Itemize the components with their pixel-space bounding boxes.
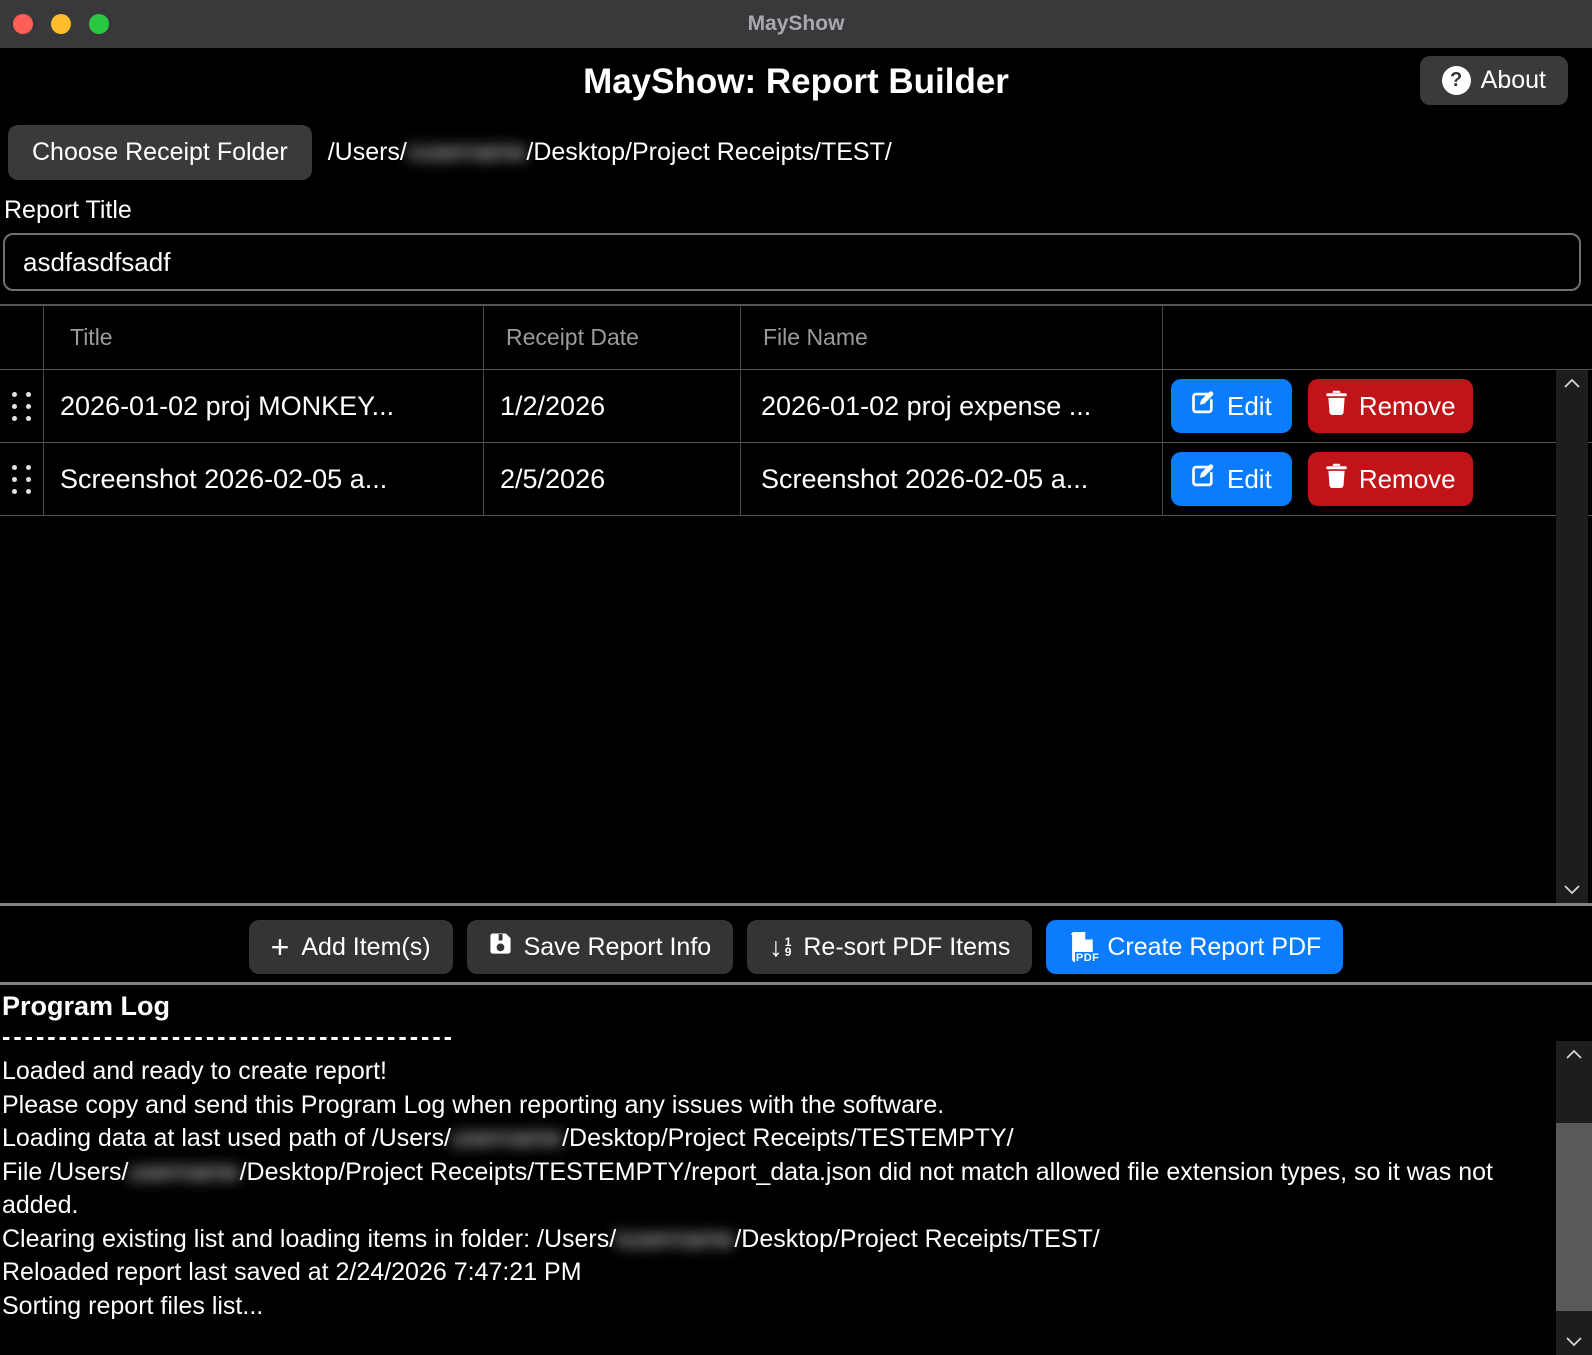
- edit-button[interactable]: Edit: [1171, 379, 1292, 433]
- program-log-title: Program Log: [2, 991, 171, 1021]
- scroll-up-icon[interactable]: [1565, 1041, 1583, 1068]
- edit-button-label: Edit: [1227, 390, 1272, 421]
- trash-icon: [1325, 390, 1348, 422]
- sort-digits: 1 9: [784, 935, 792, 959]
- pencil-square-icon: [1191, 463, 1216, 495]
- folder-path-prefix: /Users/: [327, 137, 407, 166]
- receipt-folder-path: /Users/rusername/Desktop/Project Receipt…: [328, 138, 892, 167]
- about-button-label: About: [1480, 66, 1546, 94]
- log-line: Loaded and ready to create report!: [2, 1055, 1548, 1089]
- choose-receipt-folder-button[interactable]: Choose Receipt Folder: [8, 124, 312, 180]
- traffic-lights: [13, 0, 109, 48]
- log-line: Clearing existing list and loading items…: [2, 1223, 1548, 1257]
- row-actions-cell: Edit Remove: [1163, 443, 1592, 516]
- app-header: MayShow: Report Builder ? About: [0, 48, 1592, 118]
- log-line: Loading data at last used path of /Users…: [2, 1122, 1548, 1156]
- table-grid: Title Receipt Date File Name 2026-01-02 …: [0, 306, 1592, 516]
- floppy-save-icon: [489, 932, 512, 962]
- column-header-actions: [1163, 306, 1592, 370]
- add-items-button[interactable]: + Add Item(s): [248, 920, 453, 974]
- log-line: Please copy and send this Program Log wh…: [2, 1089, 1548, 1123]
- remove-button[interactable]: Remove: [1307, 379, 1473, 433]
- folder-row: Choose Receipt Folder /Users/rusername/D…: [8, 124, 1592, 180]
- table-row: [0, 370, 44, 443]
- create-report-pdf-label: Create Report PDF: [1107, 932, 1322, 961]
- log-text: Loading data at last used path of /Users…: [2, 1124, 451, 1152]
- row-receipt-date-cell: 2/5/2026: [484, 443, 741, 516]
- arrow-down-glyph: ↓: [769, 931, 783, 962]
- plus-icon: +: [270, 929, 290, 965]
- remove-button-label: Remove: [1358, 463, 1456, 494]
- about-button[interactable]: ? About: [1419, 56, 1568, 105]
- log-redacted-username: username: [450, 1124, 563, 1152]
- resort-pdf-items-button[interactable]: ↓ 1 9 Re-sort PDF Items: [747, 920, 1033, 974]
- close-window-button[interactable]: [13, 14, 33, 34]
- drag-handle-icon[interactable]: [12, 464, 31, 494]
- pdf-badge-label: PDF: [1074, 952, 1101, 964]
- column-header-file-name: File Name: [741, 306, 1163, 370]
- row-file-name-cell: 2026-01-02 proj expense ...: [741, 370, 1163, 443]
- trash-icon: [1325, 463, 1348, 495]
- sort-numeric-down-icon: ↓ 1 9: [769, 932, 791, 963]
- save-report-info-button[interactable]: Save Report Info: [466, 920, 734, 974]
- scroll-down-icon[interactable]: [1565, 1328, 1583, 1355]
- column-header-receipt-date: Receipt Date: [484, 306, 741, 370]
- row-title-cell: Screenshot 2026-02-05 a...: [44, 443, 484, 516]
- table-row: [0, 443, 44, 516]
- remove-button-label: Remove: [1358, 390, 1456, 421]
- scrollbar-thumb[interactable]: [1556, 1123, 1592, 1311]
- log-lines: Loaded and ready to create report! Pleas…: [2, 1055, 1548, 1323]
- log-line: File /Users/username/Desktop/Project Rec…: [2, 1156, 1548, 1223]
- report-title-input[interactable]: [3, 233, 1581, 291]
- row-title-cell: 2026-01-02 proj MONKEY...: [44, 370, 484, 443]
- sort-digit-top: 1: [784, 935, 792, 949]
- log-divider: ----------------------------------------: [2, 1023, 456, 1051]
- window-title: MayShow: [747, 12, 845, 35]
- log-redacted-username: username: [128, 1157, 240, 1186]
- log-text: File /Users/: [2, 1157, 129, 1186]
- window-titlebar: MayShow: [0, 0, 1592, 48]
- question-icon: ?: [1441, 66, 1471, 95]
- pencil-square-icon: [1191, 390, 1216, 422]
- header-drag-column: [0, 306, 44, 370]
- log-text: Clearing existing list and loading items…: [2, 1224, 617, 1253]
- minimize-window-button[interactable]: [51, 14, 71, 34]
- log-scrollbar[interactable]: [1556, 1041, 1592, 1355]
- edit-button-label: Edit: [1227, 463, 1272, 494]
- log-line: Sorting report files list...: [2, 1290, 1548, 1324]
- log-text: /Desktop/Project Receipts/TESTEMPTY/repo…: [2, 1157, 1493, 1220]
- page-title: MayShow: Report Builder: [583, 62, 1009, 101]
- log-text: Sorting report files list...: [2, 1291, 264, 1320]
- pdf-file-icon: PDF: [1068, 932, 1101, 964]
- log-line: Reloaded report last saved at 2/24/2026 …: [2, 1256, 1548, 1290]
- folder-path-redacted-username: rusername: [406, 137, 527, 166]
- row-actions-cell: Edit Remove: [1163, 370, 1592, 443]
- column-header-title: Title: [44, 306, 484, 370]
- program-log-panel: Program Log ----------------------------…: [0, 982, 1592, 1355]
- log-redacted-username: tusername: [616, 1224, 735, 1253]
- edit-button[interactable]: Edit: [1171, 452, 1292, 506]
- table-scrollbar[interactable]: [1556, 370, 1588, 903]
- row-receipt-date-cell: 1/2/2026: [484, 370, 741, 443]
- scroll-down-icon[interactable]: [1563, 876, 1581, 903]
- folder-path-suffix: /Desktop/Project Receipts/TEST/: [526, 137, 892, 166]
- create-report-pdf-button[interactable]: PDF Create Report PDF: [1046, 920, 1344, 974]
- add-items-label: Add Item(s): [301, 932, 431, 961]
- row-file-name-cell: Screenshot 2026-02-05 a...: [741, 443, 1163, 516]
- sort-digit-bottom: 9: [784, 945, 792, 959]
- zoom-window-button[interactable]: [89, 14, 109, 34]
- resort-pdf-items-label: Re-sort PDF Items: [803, 932, 1011, 961]
- scroll-up-icon[interactable]: [1563, 370, 1581, 397]
- receipt-items-table: Title Receipt Date File Name 2026-01-02 …: [0, 304, 1592, 906]
- remove-button[interactable]: Remove: [1307, 452, 1473, 506]
- log-text: Reloaded report last saved at 2/24/2026 …: [2, 1258, 582, 1286]
- bottom-toolbar: + Add Item(s) Save Report Info ↓ 1 9 Re-…: [0, 906, 1592, 978]
- drag-handle-icon[interactable]: [12, 391, 31, 421]
- log-text: Loaded and ready to create report!: [2, 1057, 387, 1085]
- save-report-info-label: Save Report Info: [523, 932, 712, 961]
- report-title-label: Report Title: [4, 196, 132, 224]
- log-text: /Desktop/Project Receipts/TEST/: [734, 1224, 1100, 1253]
- log-text: Please copy and send this Program Log wh…: [2, 1090, 945, 1119]
- log-text: /Desktop/Project Receipts/TESTEMPTY/: [562, 1124, 1014, 1152]
